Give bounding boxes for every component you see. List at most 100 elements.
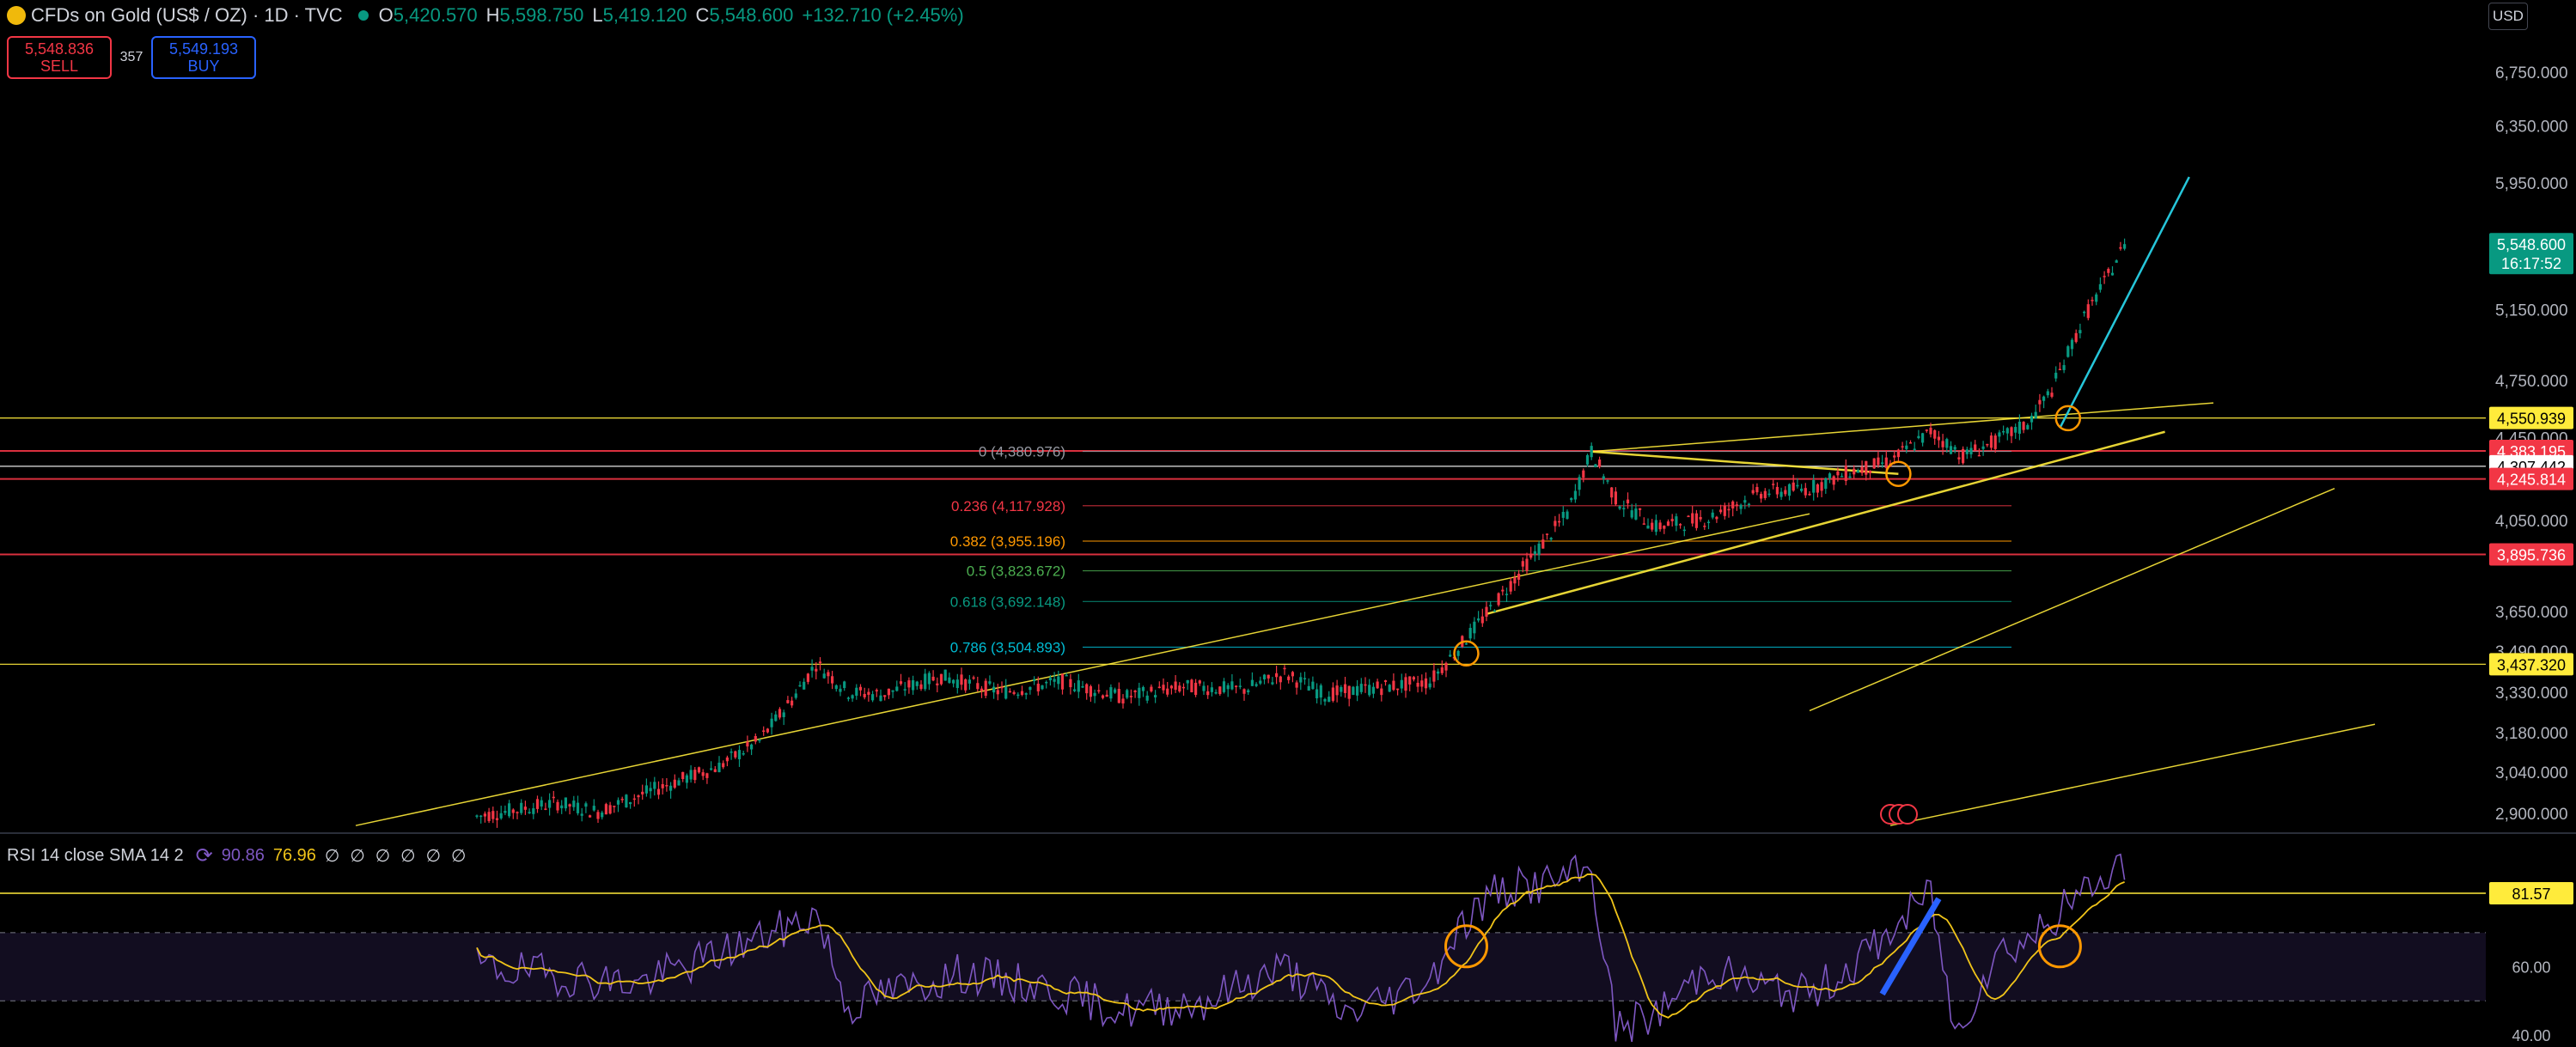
candle-body bbox=[1254, 684, 1258, 686]
candle-body bbox=[1594, 464, 1597, 467]
candle-body bbox=[1404, 677, 1407, 691]
candle-body bbox=[1675, 516, 1678, 527]
candle-body bbox=[1081, 685, 1084, 688]
rsi-empty-2: ∅ bbox=[350, 847, 365, 866]
candle-body bbox=[2074, 332, 2078, 343]
price-badge-text: 3,895.736 bbox=[2497, 546, 2566, 563]
price-tick-label: 3,650.000 bbox=[2495, 604, 2568, 622]
candle-body bbox=[1085, 684, 1089, 694]
candle-body bbox=[601, 813, 604, 818]
symbol-header: CFDs on Gold (US$ / OZ) · 1D · TVC O 5,42… bbox=[0, 0, 964, 31]
candle-body bbox=[673, 779, 676, 788]
candle-body bbox=[915, 681, 919, 686]
candle-body bbox=[1787, 484, 1792, 496]
candle-body bbox=[1670, 519, 1674, 521]
candle-body bbox=[677, 780, 681, 786]
candle-body bbox=[899, 681, 903, 685]
candle-body bbox=[1444, 662, 1448, 671]
candle-body bbox=[1929, 428, 1932, 435]
candle-body bbox=[1126, 690, 1129, 698]
candle-body bbox=[818, 661, 822, 664]
candle-body bbox=[1194, 682, 1198, 696]
candle-body bbox=[596, 812, 600, 819]
highlight-circle bbox=[1453, 640, 1480, 667]
candle-body bbox=[620, 799, 624, 800]
candle-body bbox=[540, 800, 543, 807]
rsi-axis-tick: 40.00 bbox=[2512, 1027, 2550, 1044]
candle-body bbox=[834, 685, 838, 690]
candle-body bbox=[1804, 488, 1807, 496]
candle-body bbox=[725, 757, 729, 762]
candle-body bbox=[1634, 508, 1638, 520]
candle-body bbox=[742, 752, 745, 755]
candle-body bbox=[1598, 460, 1602, 467]
rsi-title[interactable]: RSI 14 close SMA 14 2 bbox=[7, 846, 184, 865]
trendline bbox=[1486, 430, 2165, 616]
candle-body bbox=[1206, 691, 1210, 696]
sell-button[interactable]: 5,548.836 SELL bbox=[7, 36, 112, 79]
candle-body bbox=[564, 797, 567, 809]
candles bbox=[475, 238, 2127, 828]
candle-body bbox=[2054, 372, 2058, 379]
candle-body bbox=[1639, 508, 1642, 510]
candle-body bbox=[867, 691, 870, 695]
candle-body bbox=[1872, 458, 1876, 469]
candle-body bbox=[1101, 695, 1105, 698]
symbol-title[interactable]: CFDs on Gold (US$ / OZ) · 1D · TVC bbox=[31, 4, 343, 26]
candle-body bbox=[644, 785, 648, 794]
candle-body bbox=[1933, 429, 1937, 439]
candle-body bbox=[2079, 330, 2082, 334]
price-badge-text: 3,437.320 bbox=[2497, 656, 2566, 673]
candle-body bbox=[1121, 698, 1125, 704]
candle-body bbox=[936, 683, 939, 685]
candle-body bbox=[608, 805, 612, 814]
candle-body bbox=[1343, 684, 1347, 693]
candle-body bbox=[584, 803, 588, 807]
rsi-highlight-circle bbox=[1444, 924, 1488, 969]
candle-body bbox=[1468, 628, 1472, 639]
candle-body bbox=[1368, 685, 1371, 696]
candle-body bbox=[1279, 676, 1282, 683]
candle-body bbox=[863, 693, 866, 697]
price-tick-label: 6,350.000 bbox=[2495, 118, 2568, 136]
candle-body bbox=[1986, 443, 1989, 446]
buy-button[interactable]: 5,549.193 BUY bbox=[151, 36, 256, 79]
price-tick-label: 3,180.000 bbox=[2495, 725, 2568, 743]
price-tick-label: 5,950.000 bbox=[2495, 175, 2568, 193]
rsi-current-badge-text: 81.57 bbox=[2512, 886, 2550, 903]
candle-body bbox=[2123, 244, 2127, 249]
candle-body bbox=[729, 751, 733, 753]
candle-body bbox=[1178, 685, 1181, 691]
candle-body bbox=[1840, 476, 1844, 478]
fib-level-label: 0 (4,380.976) bbox=[979, 444, 1065, 460]
price-badge-text: 4,550.939 bbox=[2497, 411, 2566, 428]
candle-body bbox=[907, 680, 911, 688]
candle-body bbox=[1412, 677, 1415, 680]
candle-body bbox=[1299, 677, 1303, 683]
currency-selector[interactable]: USD bbox=[2488, 3, 2528, 30]
candle-body bbox=[1614, 491, 1617, 505]
candle-body bbox=[2030, 416, 2034, 423]
candle-body bbox=[1521, 561, 1524, 567]
price-badge-text: 4,245.814 bbox=[2497, 472, 2566, 489]
candle-body bbox=[1311, 681, 1315, 690]
candle-body bbox=[774, 714, 778, 721]
candle-body bbox=[2050, 393, 2054, 397]
candle-body bbox=[1945, 439, 1949, 448]
candle-body bbox=[1533, 551, 1536, 555]
candle-body bbox=[1174, 681, 1177, 691]
refresh-icon[interactable]: ⟳ bbox=[195, 844, 213, 867]
fib-level-label: 0.5 (3,823.672) bbox=[967, 563, 1065, 580]
candle-body bbox=[1437, 671, 1440, 674]
rsi-current-badge bbox=[2489, 882, 2573, 904]
candle-body bbox=[1024, 693, 1028, 695]
candle-body bbox=[1065, 674, 1068, 677]
candle-body bbox=[523, 807, 527, 810]
candle-body bbox=[632, 798, 636, 800]
candle-body bbox=[1371, 686, 1375, 694]
candle-body bbox=[754, 735, 757, 742]
candle-body bbox=[1226, 685, 1230, 690]
candle-body bbox=[1133, 691, 1137, 692]
candle-body bbox=[629, 801, 632, 805]
